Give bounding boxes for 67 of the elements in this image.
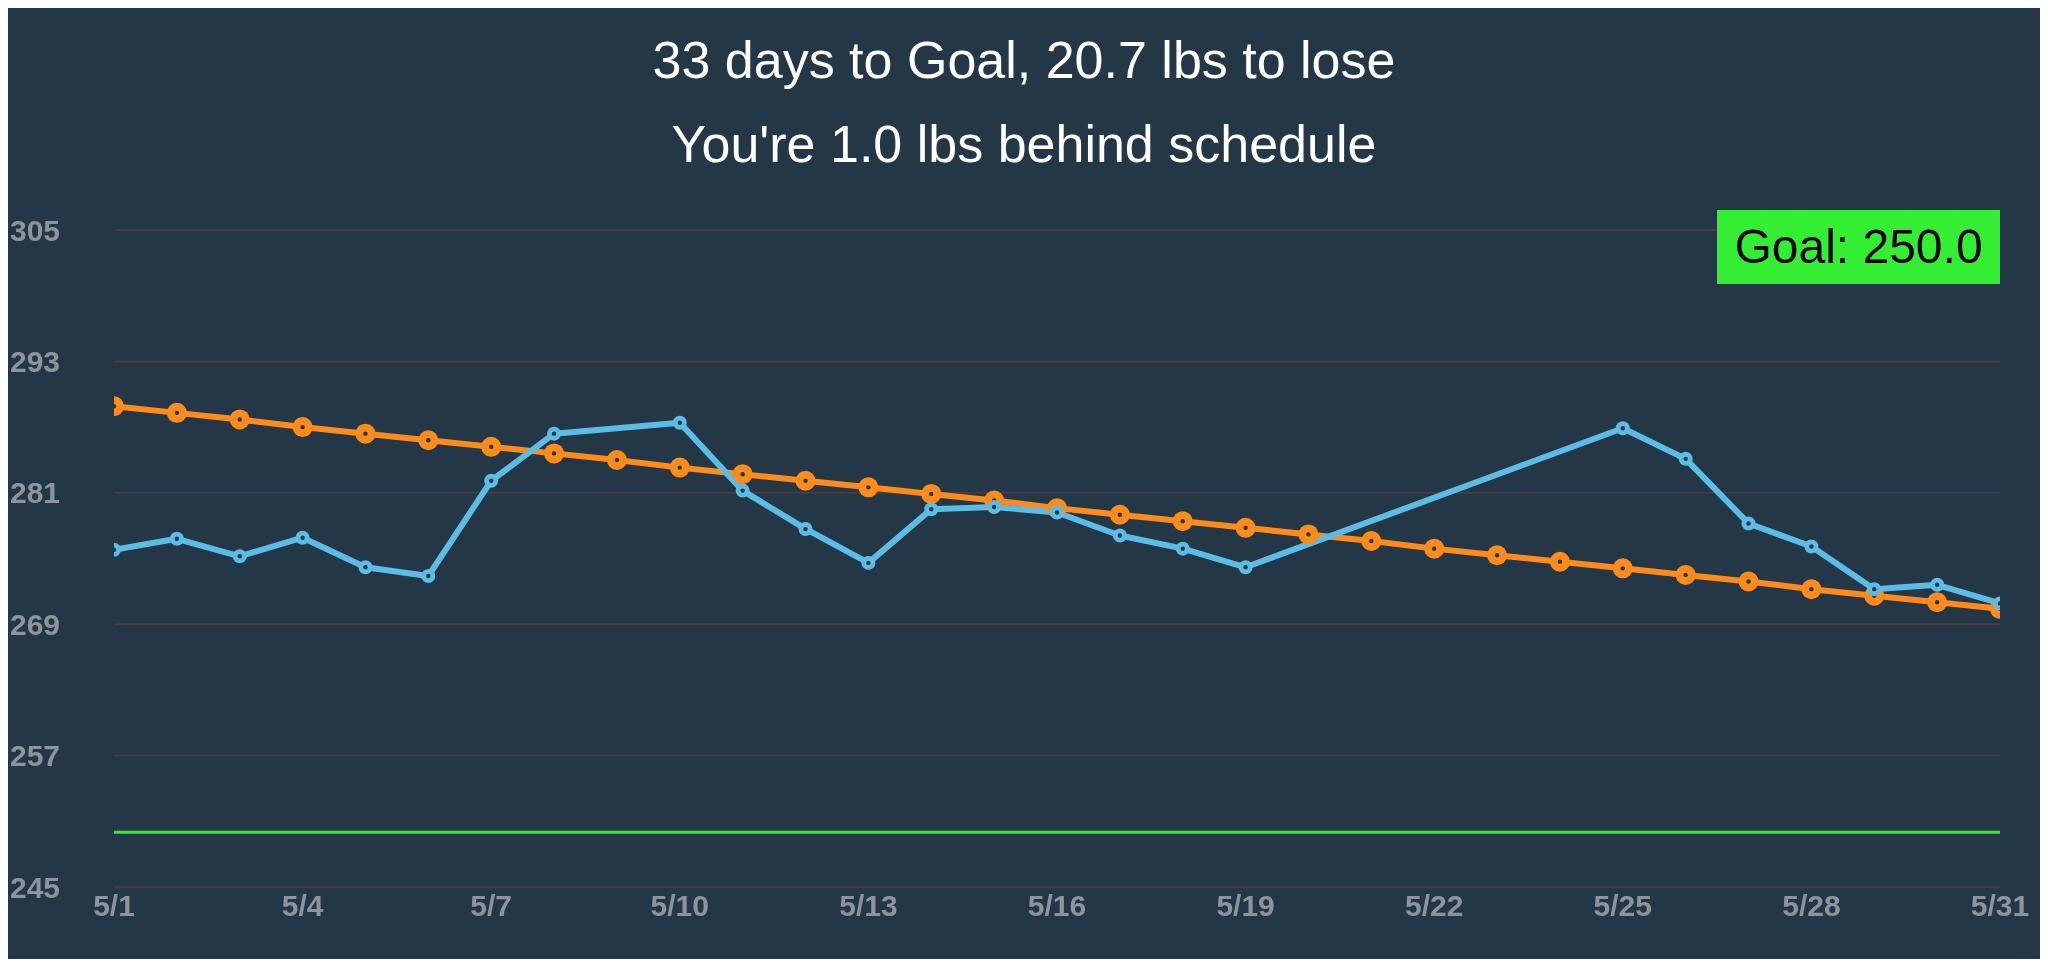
point [166,402,187,423]
point [169,531,184,546]
point [295,530,310,545]
point [795,470,816,491]
point [1549,551,1570,572]
point [1804,539,1819,554]
y-tick-label: 305 [10,213,61,247]
point [1615,421,1630,436]
y-tick-label: 257 [10,739,61,773]
point [732,464,753,485]
point [1741,516,1756,531]
chart-title: 33 days to Goal, 20.7 lbs to lose [651,30,1397,91]
point [672,415,687,430]
point [921,483,942,504]
x-tick-label: 5/28 [1782,889,1841,923]
point [1235,517,1256,538]
point [1612,558,1633,579]
point [1487,545,1508,566]
point [484,473,499,488]
x-tick-label: 5/16 [1027,889,1087,923]
point [1675,564,1696,585]
x-tick-label: 5/7 [470,889,513,923]
y-tick-label: 281 [10,476,61,510]
point [606,449,627,470]
x-tick-label: 5/10 [650,889,709,923]
point [1801,579,1822,600]
point [861,555,876,570]
point [1298,524,1319,545]
y-tick-label: 245 [10,870,61,904]
y-tick-label: 269 [10,607,61,641]
x-tick-label: 5/31 [1970,889,2030,923]
x-tick-label: 5/25 [1593,889,1652,923]
point [1238,560,1253,575]
point [481,436,502,457]
point [858,477,879,498]
x-tick-label: 5/19 [1216,889,1275,923]
point [987,500,1002,515]
point [544,443,565,464]
point [355,423,376,444]
point [1172,511,1193,532]
point [421,569,436,584]
x-tick-label: 5/4 [281,889,324,923]
point [735,483,750,498]
point [669,457,690,478]
point [1175,541,1190,556]
x-tick-label: 5/22 [1405,889,1464,923]
point [1678,451,1693,466]
x-tick-label: 5/13 [839,889,898,923]
point [1930,577,1945,592]
point [358,560,373,575]
y-tick-label: 293 [10,345,61,379]
point [292,417,313,438]
annotation: Goal: 250.0 [1734,220,1983,273]
point [1738,571,1759,592]
point [1361,530,1382,551]
point [547,426,562,441]
point [1927,592,1948,613]
point [1424,538,1445,559]
point [232,549,247,564]
x-tick-label: 5/1 [93,889,135,923]
point [229,409,250,430]
chart-subtitle: You're 1.0 lbs behind schedule [670,114,1378,175]
point [1112,528,1127,543]
point [924,502,939,517]
point [798,521,813,536]
point [418,430,439,451]
point [1109,504,1130,525]
